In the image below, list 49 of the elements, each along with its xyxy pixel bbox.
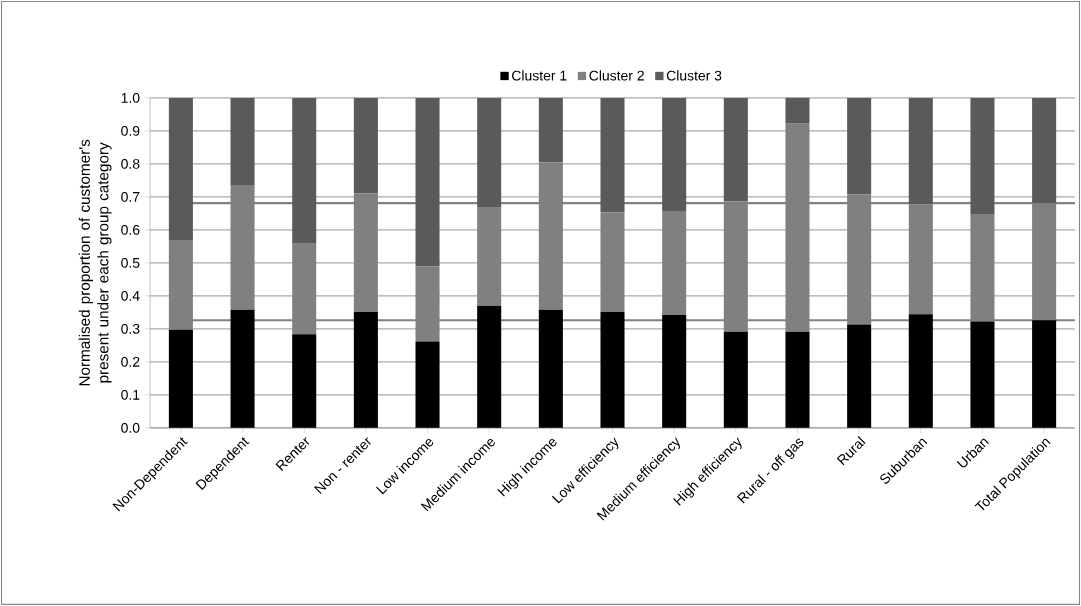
bar [600, 312, 625, 428]
y-tick-label: 1.0 [121, 93, 140, 103]
bar [477, 97, 502, 208]
bar [847, 97, 872, 195]
y-tick-label: 0.5 [121, 258, 140, 268]
bar [168, 329, 193, 428]
y-tick-label: 0.2 [121, 356, 140, 367]
bar [970, 321, 995, 428]
bar [538, 309, 563, 428]
bar [477, 305, 502, 428]
bar [292, 97, 317, 244]
bar [847, 324, 872, 428]
y-tick-label: 0.1 [121, 389, 140, 400]
bar [908, 204, 933, 315]
bar [415, 341, 440, 428]
y-tick-label: 0.9 [121, 126, 140, 136]
bar [600, 97, 625, 213]
bar [600, 212, 625, 313]
legend-label: Cluster 3 [666, 70, 722, 81]
bar [1032, 97, 1057, 204]
legend-label: Cluster 2 [589, 70, 644, 81]
bar [230, 97, 255, 186]
y-tick-label: 0.8 [121, 159, 140, 169]
bar [168, 97, 193, 241]
bar [477, 207, 502, 306]
bar [538, 97, 563, 163]
bar [723, 97, 748, 202]
bar [723, 331, 748, 428]
y-tick-label: 0.6 [121, 225, 140, 235]
bar [785, 331, 810, 428]
bar [662, 315, 687, 428]
bar [908, 97, 933, 205]
bar [230, 309, 255, 428]
y-tick-label: 0.0 [121, 422, 140, 433]
bar [908, 314, 933, 428]
y-axis-title: Normalised proportion of customer's present under each group category [78, 139, 112, 386]
bar [785, 97, 810, 124]
y-tick-label: 0.3 [121, 324, 140, 334]
bar [662, 211, 687, 316]
bar [970, 97, 995, 215]
bar [353, 97, 378, 194]
bar [415, 97, 440, 267]
bar [292, 334, 317, 428]
y-tick-label: 0.4 [121, 291, 140, 301]
y-tick-label: 0.7 [121, 192, 140, 202]
legend-label: Cluster 1 [512, 70, 567, 81]
bar [353, 312, 378, 428]
bar [662, 97, 687, 212]
bar [1032, 320, 1057, 428]
